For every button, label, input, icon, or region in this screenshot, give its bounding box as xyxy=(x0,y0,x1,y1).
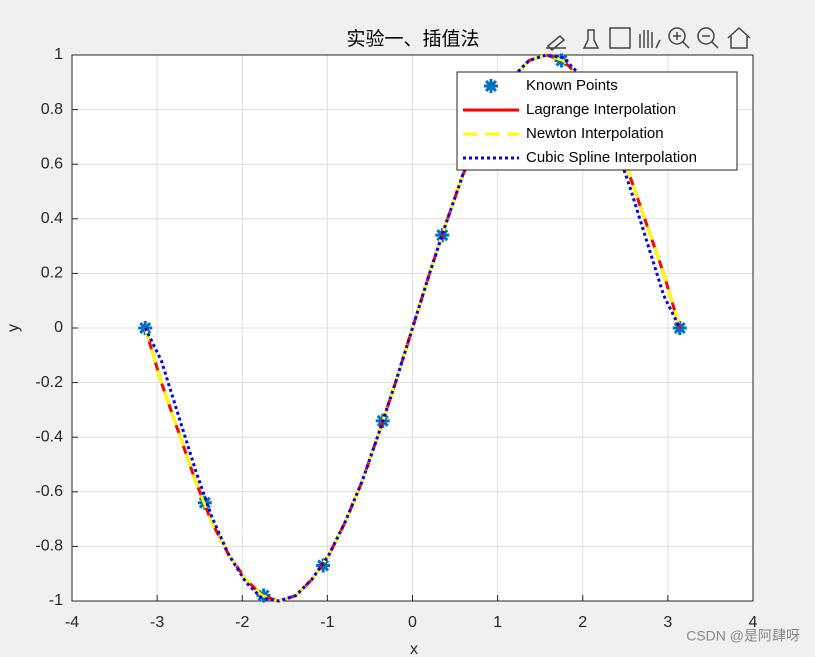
x-tick-label: 0 xyxy=(408,614,417,631)
toolbar-icon[interactable] xyxy=(727,26,751,49)
toolbar-icon-detail xyxy=(673,32,690,49)
x-tick-label: -1 xyxy=(320,614,334,631)
y-tick-label: 0.6 xyxy=(41,155,63,172)
toolbar-icon[interactable] xyxy=(582,29,600,49)
toolbar-icon[interactable] xyxy=(639,30,661,49)
toolbar-icon[interactable] xyxy=(668,27,686,45)
toolbar xyxy=(546,26,751,52)
x-tick-label: -3 xyxy=(150,614,164,631)
y-tick-label: 1 xyxy=(54,46,63,63)
x-tick-label: 2 xyxy=(578,614,587,631)
x-tick-label: 3 xyxy=(663,614,672,631)
toolbar-icon[interactable] xyxy=(609,27,631,49)
legend-label: Cubic Spline Interpolation xyxy=(526,149,697,166)
chart-title: 实验一、插值法 xyxy=(346,28,479,50)
legend-label: Newton Interpolation xyxy=(526,125,664,142)
axes-box xyxy=(71,54,754,602)
legend-label: Known Points xyxy=(526,77,618,94)
y-tick-label: 0.2 xyxy=(41,265,63,282)
x-tick-label: 4 xyxy=(749,614,758,631)
legend: Known Points Lagrange Interpolation Newton… xyxy=(456,71,738,171)
legend-swatch xyxy=(484,79,498,93)
legend-label: Lagrange Interpolation xyxy=(526,101,676,118)
x-axis-label: x xyxy=(410,641,418,657)
x-tick-label: -2 xyxy=(235,614,249,631)
toolbar-icon-detail xyxy=(702,35,719,49)
legend-box xyxy=(456,71,738,171)
toolbar-icon[interactable] xyxy=(697,27,715,45)
y-tick-label: 0 xyxy=(54,319,63,336)
y-tick-label: -0.4 xyxy=(35,428,63,445)
toolbar-icon[interactable] xyxy=(546,34,566,52)
y-tick-label: -0.2 xyxy=(35,374,63,391)
y-tick-label: -0.6 xyxy=(35,483,63,500)
y-axis-label: y xyxy=(5,324,22,332)
y-tick-label: 0.4 xyxy=(41,210,63,227)
series-line xyxy=(143,53,682,603)
x-tick-label: -4 xyxy=(65,614,79,631)
watermark: CSDN @是阿肆呀 xyxy=(686,628,800,644)
x-tick-label: 1 xyxy=(493,614,502,631)
y-tick-label: 0.8 xyxy=(41,101,63,118)
y-tick-label: -1 xyxy=(49,592,63,609)
y-tick-label: -0.8 xyxy=(35,538,63,555)
